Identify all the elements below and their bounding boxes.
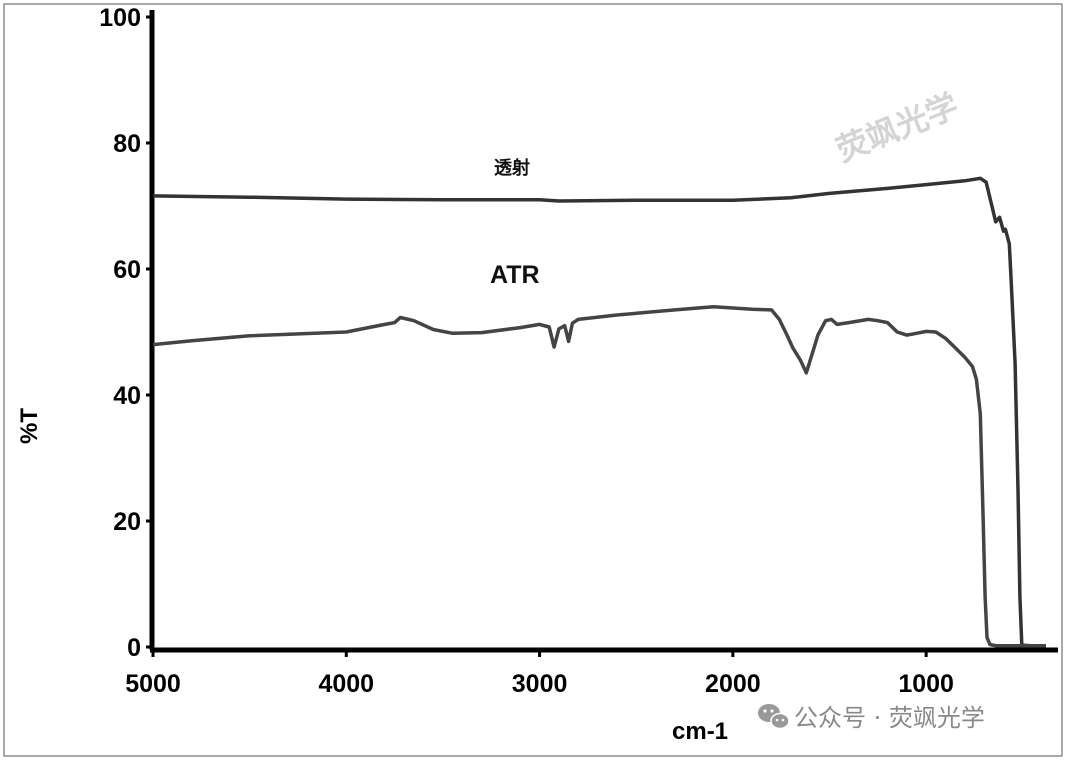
y-tick-label: 40 (113, 382, 141, 410)
series-line-atr (152, 305, 1046, 648)
y-tick-label: 80 (113, 130, 141, 158)
footer-watermark: 公众号 · 荧飒光学 (758, 704, 985, 732)
series-line-transmission (152, 176, 1046, 648)
x-tick-label: 3000 (512, 670, 568, 698)
x-tick-label: 5000 (125, 670, 181, 698)
x-tick-label: 1000 (898, 670, 954, 698)
figure-frame (3, 3, 1063, 757)
y-tick-label: 60 (113, 256, 141, 284)
x-tick-label: 2000 (705, 670, 761, 698)
y-tick-label: 0 (127, 634, 141, 662)
series-layer (152, 176, 1046, 648)
footer-watermark-text: 公众号 · 荧飒光学 (794, 704, 985, 732)
y-axis-title: %T (16, 408, 43, 444)
x-tick-label: 4000 (318, 670, 374, 698)
series-label-atr: ATR (490, 261, 540, 289)
wechat-icon (758, 704, 790, 730)
tick-layer: 0 20 40 60 80 100 5000 4000 3000 2000 1000 (99, 4, 954, 698)
series-label-transmission: 透射 (494, 157, 530, 179)
axes (149, 10, 1058, 653)
y-tick-label: 100 (99, 4, 141, 32)
x-axis-title: cm-1 (672, 718, 728, 745)
y-tick-label: 20 (113, 508, 141, 536)
watermark-text: 荧飒光学 (831, 86, 964, 169)
